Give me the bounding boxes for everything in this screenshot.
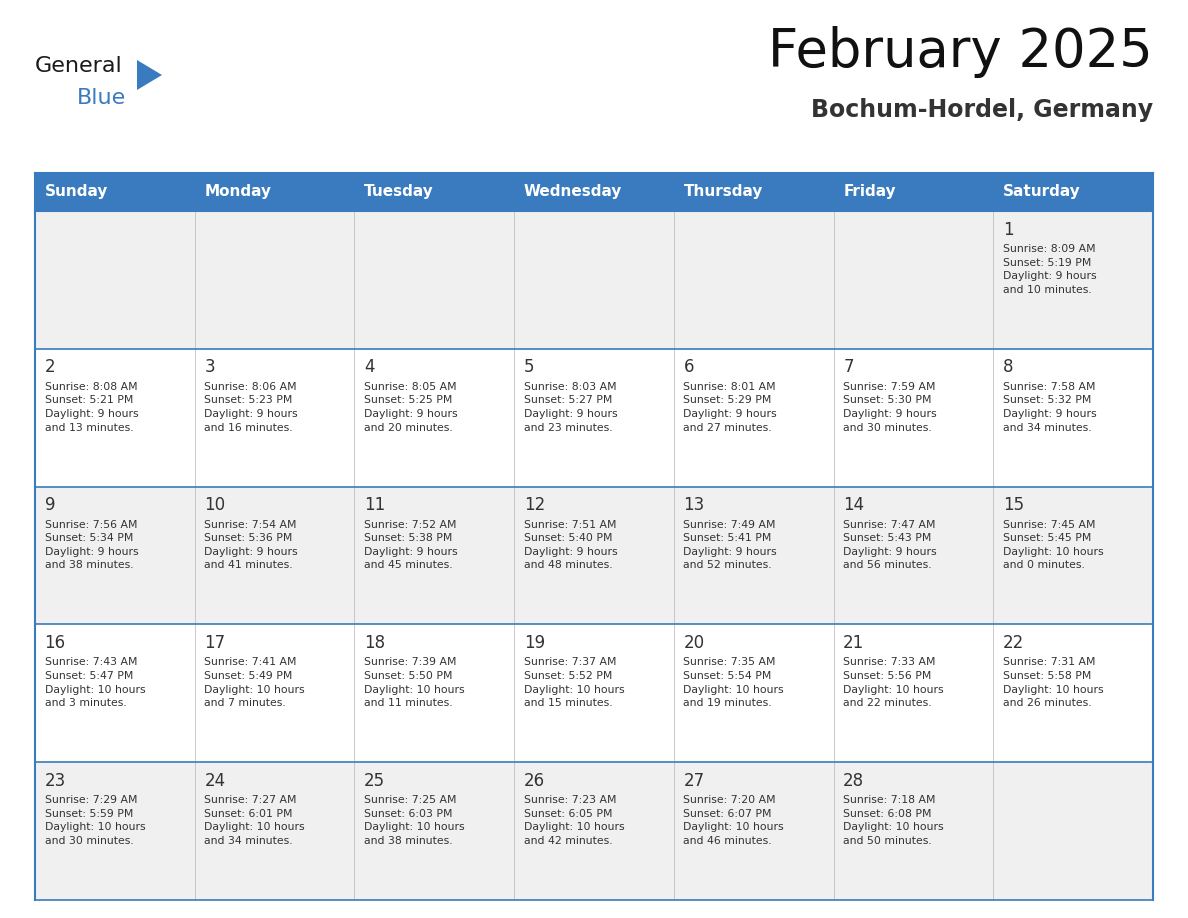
Text: 18: 18 [364, 634, 385, 652]
Text: Sunrise: 7:56 AM
Sunset: 5:34 PM
Daylight: 9 hours
and 38 minutes.: Sunrise: 7:56 AM Sunset: 5:34 PM Dayligh… [45, 520, 138, 570]
Text: 12: 12 [524, 497, 545, 514]
Text: Wednesday: Wednesday [524, 185, 623, 199]
Text: 5: 5 [524, 358, 535, 376]
Text: Sunrise: 7:23 AM
Sunset: 6:05 PM
Daylight: 10 hours
and 42 minutes.: Sunrise: 7:23 AM Sunset: 6:05 PM Dayligh… [524, 795, 625, 846]
Text: Sunrise: 7:20 AM
Sunset: 6:07 PM
Daylight: 10 hours
and 46 minutes.: Sunrise: 7:20 AM Sunset: 6:07 PM Dayligh… [683, 795, 784, 846]
Text: Sunrise: 7:37 AM
Sunset: 5:52 PM
Daylight: 10 hours
and 15 minutes.: Sunrise: 7:37 AM Sunset: 5:52 PM Dayligh… [524, 657, 625, 709]
Text: 17: 17 [204, 634, 226, 652]
Text: 11: 11 [364, 497, 385, 514]
Text: Sunrise: 7:31 AM
Sunset: 5:58 PM
Daylight: 10 hours
and 26 minutes.: Sunrise: 7:31 AM Sunset: 5:58 PM Dayligh… [1003, 657, 1104, 709]
Text: 15: 15 [1003, 497, 1024, 514]
Text: Sunrise: 7:49 AM
Sunset: 5:41 PM
Daylight: 9 hours
and 52 minutes.: Sunrise: 7:49 AM Sunset: 5:41 PM Dayligh… [683, 520, 777, 570]
Bar [34, 173, 195, 211]
Bar [195, 173, 354, 211]
Bar [34, 211, 1154, 349]
Text: Sunrise: 7:33 AM
Sunset: 5:56 PM
Daylight: 10 hours
and 22 minutes.: Sunrise: 7:33 AM Sunset: 5:56 PM Dayligh… [843, 657, 943, 709]
Text: 2: 2 [45, 358, 55, 376]
Bar [834, 173, 993, 211]
Text: 24: 24 [204, 772, 226, 789]
Text: 9: 9 [45, 497, 55, 514]
Bar [34, 762, 1154, 900]
Text: Sunrise: 7:45 AM
Sunset: 5:45 PM
Daylight: 10 hours
and 0 minutes.: Sunrise: 7:45 AM Sunset: 5:45 PM Dayligh… [1003, 520, 1104, 570]
Text: 20: 20 [683, 634, 704, 652]
Bar [34, 487, 1154, 624]
Text: Bochum-Hordel, Germany: Bochum-Hordel, Germany [811, 98, 1154, 122]
Text: 13: 13 [683, 497, 704, 514]
Bar [34, 624, 1154, 762]
Text: 26: 26 [524, 772, 545, 789]
Text: Sunrise: 7:41 AM
Sunset: 5:49 PM
Daylight: 10 hours
and 7 minutes.: Sunrise: 7:41 AM Sunset: 5:49 PM Dayligh… [204, 657, 305, 709]
Text: Sunrise: 8:05 AM
Sunset: 5:25 PM
Daylight: 9 hours
and 20 minutes.: Sunrise: 8:05 AM Sunset: 5:25 PM Dayligh… [364, 382, 457, 432]
Text: Sunrise: 8:09 AM
Sunset: 5:19 PM
Daylight: 9 hours
and 10 minutes.: Sunrise: 8:09 AM Sunset: 5:19 PM Dayligh… [1003, 244, 1097, 295]
Text: Sunrise: 8:01 AM
Sunset: 5:29 PM
Daylight: 9 hours
and 27 minutes.: Sunrise: 8:01 AM Sunset: 5:29 PM Dayligh… [683, 382, 777, 432]
Text: Sunrise: 8:06 AM
Sunset: 5:23 PM
Daylight: 9 hours
and 16 minutes.: Sunrise: 8:06 AM Sunset: 5:23 PM Dayligh… [204, 382, 298, 432]
Text: 28: 28 [843, 772, 865, 789]
Text: Friday: Friday [843, 185, 896, 199]
Text: 14: 14 [843, 497, 865, 514]
Text: 27: 27 [683, 772, 704, 789]
Text: Sunrise: 8:03 AM
Sunset: 5:27 PM
Daylight: 9 hours
and 23 minutes.: Sunrise: 8:03 AM Sunset: 5:27 PM Dayligh… [524, 382, 618, 432]
Text: Sunrise: 7:18 AM
Sunset: 6:08 PM
Daylight: 10 hours
and 50 minutes.: Sunrise: 7:18 AM Sunset: 6:08 PM Dayligh… [843, 795, 943, 846]
Text: Sunrise: 7:25 AM
Sunset: 6:03 PM
Daylight: 10 hours
and 38 minutes.: Sunrise: 7:25 AM Sunset: 6:03 PM Dayligh… [364, 795, 465, 846]
Text: Sunrise: 7:54 AM
Sunset: 5:36 PM
Daylight: 9 hours
and 41 minutes.: Sunrise: 7:54 AM Sunset: 5:36 PM Dayligh… [204, 520, 298, 570]
Text: Sunrise: 7:51 AM
Sunset: 5:40 PM
Daylight: 9 hours
and 48 minutes.: Sunrise: 7:51 AM Sunset: 5:40 PM Dayligh… [524, 520, 618, 570]
Text: 21: 21 [843, 634, 865, 652]
Text: Sunrise: 7:58 AM
Sunset: 5:32 PM
Daylight: 9 hours
and 34 minutes.: Sunrise: 7:58 AM Sunset: 5:32 PM Dayligh… [1003, 382, 1097, 432]
Text: 25: 25 [364, 772, 385, 789]
Text: 3: 3 [204, 358, 215, 376]
Text: Sunrise: 7:43 AM
Sunset: 5:47 PM
Daylight: 10 hours
and 3 minutes.: Sunrise: 7:43 AM Sunset: 5:47 PM Dayligh… [45, 657, 145, 709]
Text: 1: 1 [1003, 220, 1013, 239]
Text: 8: 8 [1003, 358, 1013, 376]
Text: Saturday: Saturday [1003, 185, 1081, 199]
Text: 10: 10 [204, 497, 226, 514]
Text: Sunrise: 7:47 AM
Sunset: 5:43 PM
Daylight: 9 hours
and 56 minutes.: Sunrise: 7:47 AM Sunset: 5:43 PM Dayligh… [843, 520, 937, 570]
Text: 16: 16 [45, 634, 65, 652]
Text: Monday: Monday [204, 185, 271, 199]
Bar [993, 173, 1154, 211]
Text: Tuesday: Tuesday [364, 185, 434, 199]
Text: Sunrise: 7:52 AM
Sunset: 5:38 PM
Daylight: 9 hours
and 45 minutes.: Sunrise: 7:52 AM Sunset: 5:38 PM Dayligh… [364, 520, 457, 570]
Text: Sunrise: 7:29 AM
Sunset: 5:59 PM
Daylight: 10 hours
and 30 minutes.: Sunrise: 7:29 AM Sunset: 5:59 PM Dayligh… [45, 795, 145, 846]
Text: Thursday: Thursday [683, 185, 763, 199]
Text: General: General [34, 56, 122, 76]
Text: Sunrise: 7:59 AM
Sunset: 5:30 PM
Daylight: 9 hours
and 30 minutes.: Sunrise: 7:59 AM Sunset: 5:30 PM Dayligh… [843, 382, 937, 432]
Bar [34, 349, 1154, 487]
Text: Sunrise: 7:27 AM
Sunset: 6:01 PM
Daylight: 10 hours
and 34 minutes.: Sunrise: 7:27 AM Sunset: 6:01 PM Dayligh… [204, 795, 305, 846]
Text: 19: 19 [524, 634, 545, 652]
Bar [354, 173, 514, 211]
Bar [674, 173, 834, 211]
Text: February 2025: February 2025 [769, 26, 1154, 78]
Text: 7: 7 [843, 358, 854, 376]
Bar [514, 173, 674, 211]
Text: 6: 6 [683, 358, 694, 376]
Text: 23: 23 [45, 772, 65, 789]
Text: Sunrise: 7:39 AM
Sunset: 5:50 PM
Daylight: 10 hours
and 11 minutes.: Sunrise: 7:39 AM Sunset: 5:50 PM Dayligh… [364, 657, 465, 709]
Text: Sunrise: 7:35 AM
Sunset: 5:54 PM
Daylight: 10 hours
and 19 minutes.: Sunrise: 7:35 AM Sunset: 5:54 PM Dayligh… [683, 657, 784, 709]
Text: Sunrise: 8:08 AM
Sunset: 5:21 PM
Daylight: 9 hours
and 13 minutes.: Sunrise: 8:08 AM Sunset: 5:21 PM Dayligh… [45, 382, 138, 432]
Text: 4: 4 [364, 358, 374, 376]
Polygon shape [137, 60, 162, 90]
Text: Blue: Blue [77, 88, 126, 108]
Text: Sunday: Sunday [45, 185, 108, 199]
Text: 22: 22 [1003, 634, 1024, 652]
